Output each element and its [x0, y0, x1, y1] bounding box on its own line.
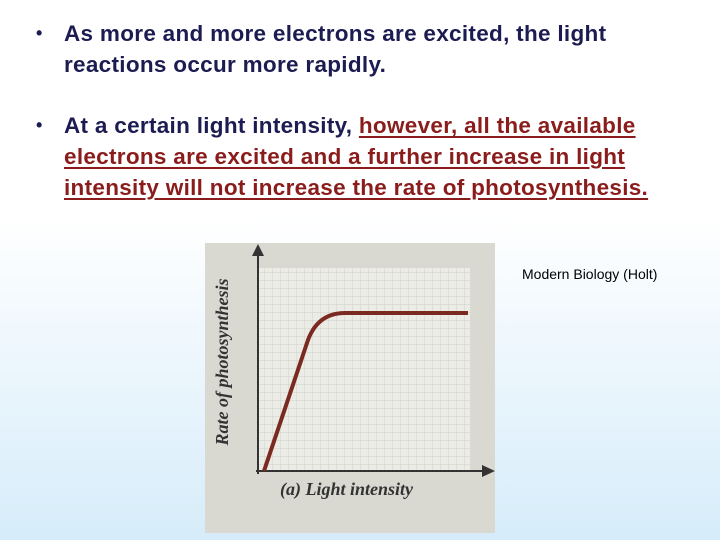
- y-axis-label: Rate of photosynthesis: [212, 278, 232, 446]
- x-axis-label: (a) Light intensity: [280, 479, 414, 500]
- x-arrow: [482, 465, 495, 477]
- bullet-emphasis: however, all the available electrons are…: [64, 113, 649, 200]
- bullet-text: As more and more electrons are excited, …: [64, 21, 607, 77]
- credit: Modern Biology (Holt): [522, 266, 658, 282]
- y-arrow: [252, 244, 264, 256]
- bullet: As more and more electrons are excited, …: [36, 18, 664, 80]
- curve: [262, 311, 468, 472]
- plot-grid: [258, 268, 470, 470]
- bullet-text: At a certain light intensity,: [64, 113, 359, 138]
- bullet: At a certain light intensity, however, a…: [36, 110, 664, 203]
